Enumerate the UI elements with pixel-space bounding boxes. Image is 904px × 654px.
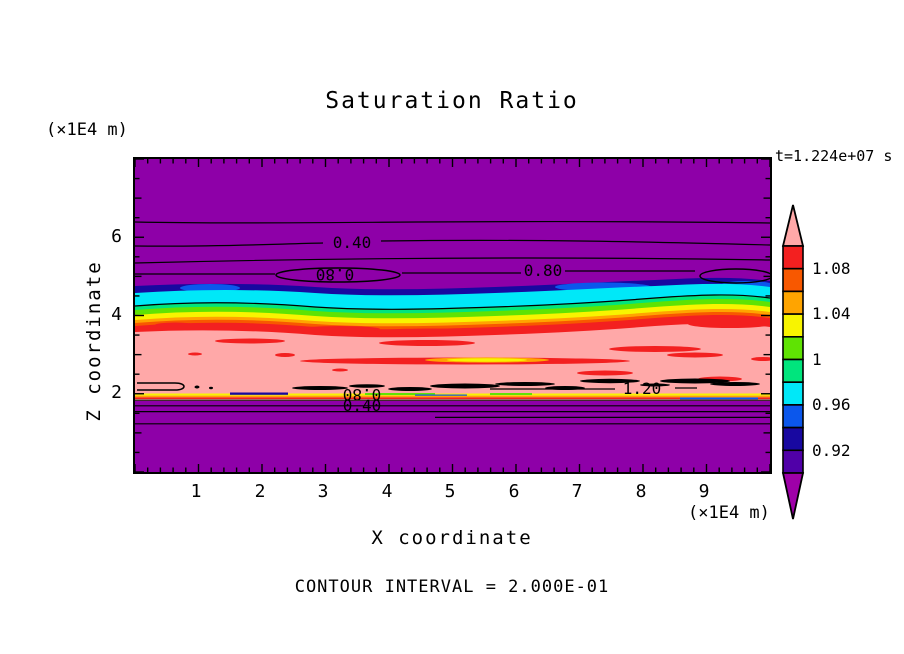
plot-canvas: 0.40 0.80 0.80 1.20 0.80 0.40 [135,159,770,472]
x-tick-7: 7 [571,481,583,502]
contour-label-120: 1.20 [623,379,662,398]
colorbar-over-spike [781,204,805,247]
plot-area: 0.40 0.80 0.80 1.20 0.80 0.40 [133,157,772,474]
colorbar [779,202,807,528]
bottom-stripes [135,392,770,400]
x-axis-label: X coordinate [371,527,533,549]
y-tick-2: 2 [111,382,122,403]
contour-label-040-upper: 0.40 [333,233,372,252]
contour-interval-note: CONTOUR INTERVAL = 2.000E-01 [294,577,610,597]
y-tick-6: 6 [111,226,122,247]
x-tick-8: 8 [635,481,647,502]
x-tick-1: 1 [190,481,202,502]
x-tick-4: 4 [381,481,393,502]
x-tick-6: 6 [508,481,520,502]
colorbar-segment [782,358,804,384]
x-axis-unit: (×1E4 m) [688,503,770,523]
colorbar-canvas [781,204,805,520]
colorbar-segment [782,336,804,361]
colorbar-segment [782,245,804,270]
contour-label-080-eye: 0.80 [316,265,355,284]
contour-label-040-lower: 0.40 [343,396,382,415]
colorbar-segment [782,313,804,338]
colorbar-segment [782,381,804,406]
colorbar-tick-108: 1.08 [812,259,851,278]
colorbar-tick-100: 1 [812,350,822,369]
x-tick-2: 2 [254,481,266,502]
colorbar-under-spike [781,472,805,520]
colorbar-segment [782,404,804,429]
red-streaks [155,320,770,382]
colorbar-tick-096: 0.96 [812,395,851,414]
x-tick-3: 3 [317,481,329,502]
y-axis-unit: (×1E4 m) [46,120,128,140]
colorbar-segment [782,426,804,452]
x-tick-5: 5 [444,481,456,502]
colorbar-segment [782,449,804,474]
time-annotation: t=1.224e+07 s [775,147,893,165]
y-tick-4: 4 [111,304,122,325]
colorbar-tick-092: 0.92 [812,441,851,460]
colorbar-tick-104: 1.04 [812,304,851,323]
contour-labels: 0.40 0.80 0.80 1.20 0.80 0.40 [316,233,662,415]
y-axis-label: Z coordinate [83,260,105,422]
colorbar-segments [782,245,804,474]
contour-label-080-lower: 0.80 [343,385,382,404]
lower-purple-region [135,401,770,472]
colorbar-segment [782,290,804,315]
contour-label-080-right: 0.80 [524,261,563,280]
x-tick-9: 9 [698,481,710,502]
colorbar-segment [782,267,804,293]
chart-title: Saturation Ratio [325,88,579,114]
axis-ticks [135,159,770,472]
contour-lines [135,220,770,425]
